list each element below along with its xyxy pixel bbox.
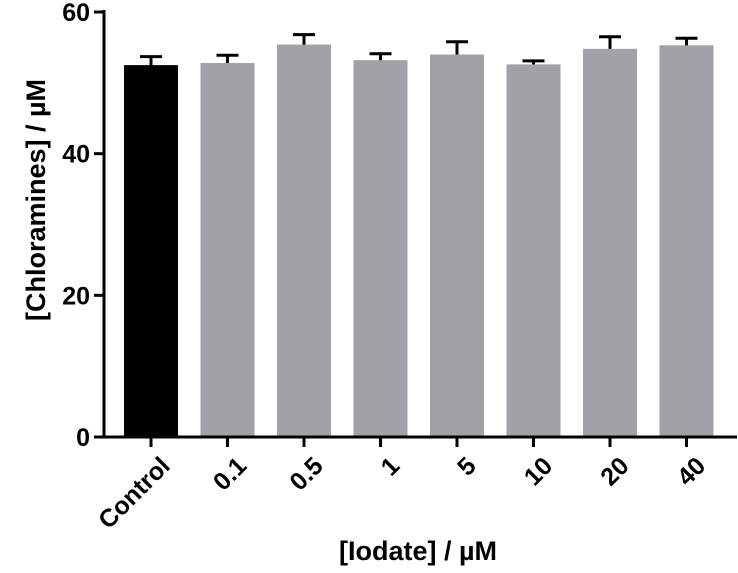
bar-5 xyxy=(506,64,561,438)
x-axis-label: [Iodate] / µM xyxy=(339,536,497,566)
x-tick-label-0: Control xyxy=(93,452,176,535)
bar-7 xyxy=(659,45,714,438)
x-tick-label-4: 5 xyxy=(452,452,482,482)
bar-4 xyxy=(430,54,484,437)
bar-3 xyxy=(353,60,408,438)
bar-2 xyxy=(277,44,331,437)
x-tick-label-1: 0.1 xyxy=(208,452,252,496)
bar-0 xyxy=(124,65,178,437)
x-tick-label-5: 10 xyxy=(519,452,558,491)
plot-area: 0 20 40 60 Control 0.1 0.5 1 5 10 20 40 xyxy=(62,0,737,535)
bar-1 xyxy=(200,63,255,437)
y-axis-label: [Chloramines] / µM xyxy=(21,79,51,321)
x-tick-label-6: 20 xyxy=(595,452,634,491)
x-tick-label-2: 0.5 xyxy=(284,452,328,496)
bar-6 xyxy=(583,48,637,437)
y-tick-label-1: 20 xyxy=(62,282,90,310)
y-tick-label-2: 40 xyxy=(62,141,90,169)
x-tick-label-7: 40 xyxy=(672,452,711,491)
y-tick-label-3: 60 xyxy=(62,0,90,27)
y-tick-label-0: 0 xyxy=(76,424,90,452)
x-tick-label-3: 1 xyxy=(376,452,406,482)
